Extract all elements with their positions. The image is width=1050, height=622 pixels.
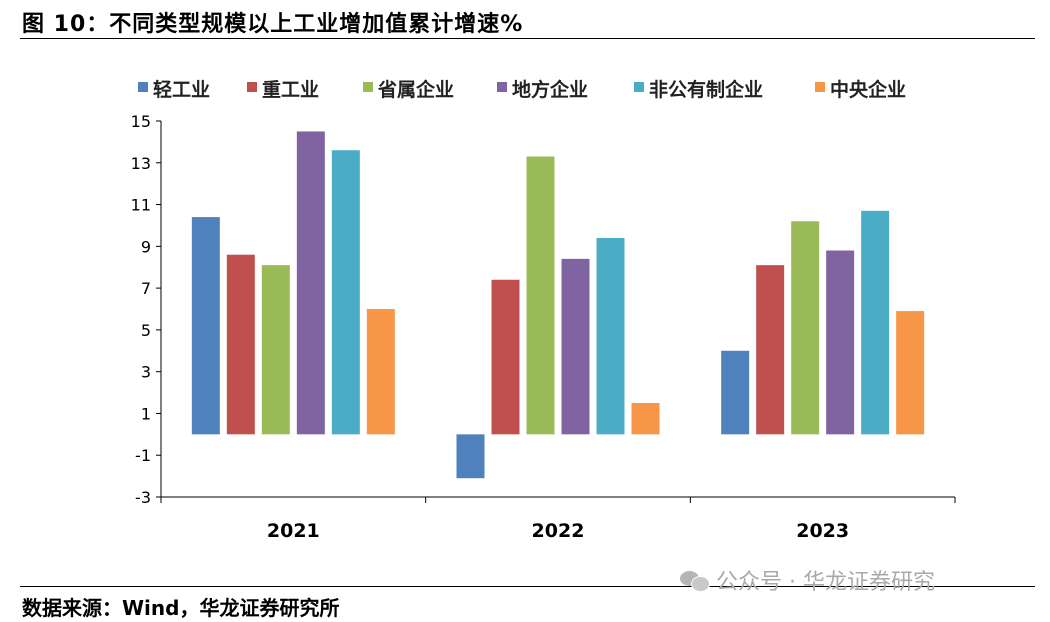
bar-2021-0 (191, 217, 220, 435)
title-divider (20, 38, 1035, 39)
legend-swatch-3 (497, 82, 507, 92)
y-tick-label-6: 3 (141, 363, 151, 382)
bar-2022-2 (526, 156, 555, 435)
watermark-text: 公众号 · 华龙证券研究 (716, 570, 935, 595)
bar-2023-0 (721, 350, 750, 435)
legend-swatch-1 (247, 82, 257, 92)
legend-swatch-0 (138, 82, 148, 92)
y-tick-label-7: 1 (141, 404, 151, 423)
y-tick-label-3: 9 (141, 237, 151, 256)
bar-2022-5 (631, 403, 660, 435)
watermark: 公众号 · 华龙证券研究 (680, 564, 935, 596)
bar-2021-4 (331, 150, 360, 435)
y-tick-label-9: -3 (135, 488, 151, 507)
legend-swatch-5 (815, 82, 825, 92)
y-tick-label-4: 7 (141, 279, 151, 298)
legend-label-2: 省属企业 (377, 78, 454, 101)
bar-2022-0 (456, 434, 485, 479)
y-tick-label-5: 5 (141, 321, 151, 340)
chart-title: 图 10：不同类型规模以上工业增加值累计增速% (22, 12, 524, 37)
legend-swatch-2 (363, 82, 373, 92)
bar-2023-3 (826, 250, 855, 435)
legend-label-4: 非公有制企业 (649, 78, 763, 101)
bar-2023-4 (861, 210, 890, 435)
legend-label-0: 轻工业 (153, 78, 210, 101)
y-tick-label-0: 15 (131, 112, 151, 131)
bar-2022-3 (561, 258, 590, 435)
y-tick-label-8: -1 (135, 446, 151, 465)
legend: 轻工业 重工业 省属企业 地方企业 非公有制企业 中央企业 (138, 78, 906, 101)
bar-2022-1 (491, 279, 520, 435)
source-note: 数据来源：Wind，华龙证券研究所 (22, 596, 340, 620)
x-tick-label-0: 2021 (267, 520, 320, 542)
x-tick-label-2: 2023 (796, 520, 849, 542)
bar-2023-5 (896, 311, 925, 435)
x-axis: 2021 2022 2023 (160, 496, 956, 542)
bar-2023-2 (791, 221, 820, 435)
bar-2021-5 (366, 309, 395, 435)
y-tick-label-2: 11 (131, 196, 151, 215)
bar-2021-2 (261, 265, 290, 435)
footer-divider (20, 586, 1035, 587)
y-tick-label-1: 13 (131, 154, 151, 173)
bar-2021-1 (226, 254, 255, 435)
bar-chart: 轻工业 重工业 省属企业 地方企业 非公有制企业 中央企业 15 13 11 9 7 5 3 1 -1 -3… (131, 78, 956, 542)
bar-2023-1 (756, 265, 785, 435)
bars (191, 131, 925, 479)
legend-label-3: 地方企业 (512, 78, 588, 101)
legend-swatch-4 (634, 82, 644, 92)
y-axis: 15 13 11 9 7 5 3 1 -1 -3 (131, 112, 162, 507)
legend-label-5: 中央企业 (830, 78, 906, 101)
legend-label-1: 重工业 (262, 79, 319, 101)
bar-2022-4 (596, 237, 625, 435)
bar-2021-3 (296, 131, 325, 435)
x-tick-label-1: 2022 (532, 520, 585, 542)
wechat-icon (680, 569, 710, 592)
